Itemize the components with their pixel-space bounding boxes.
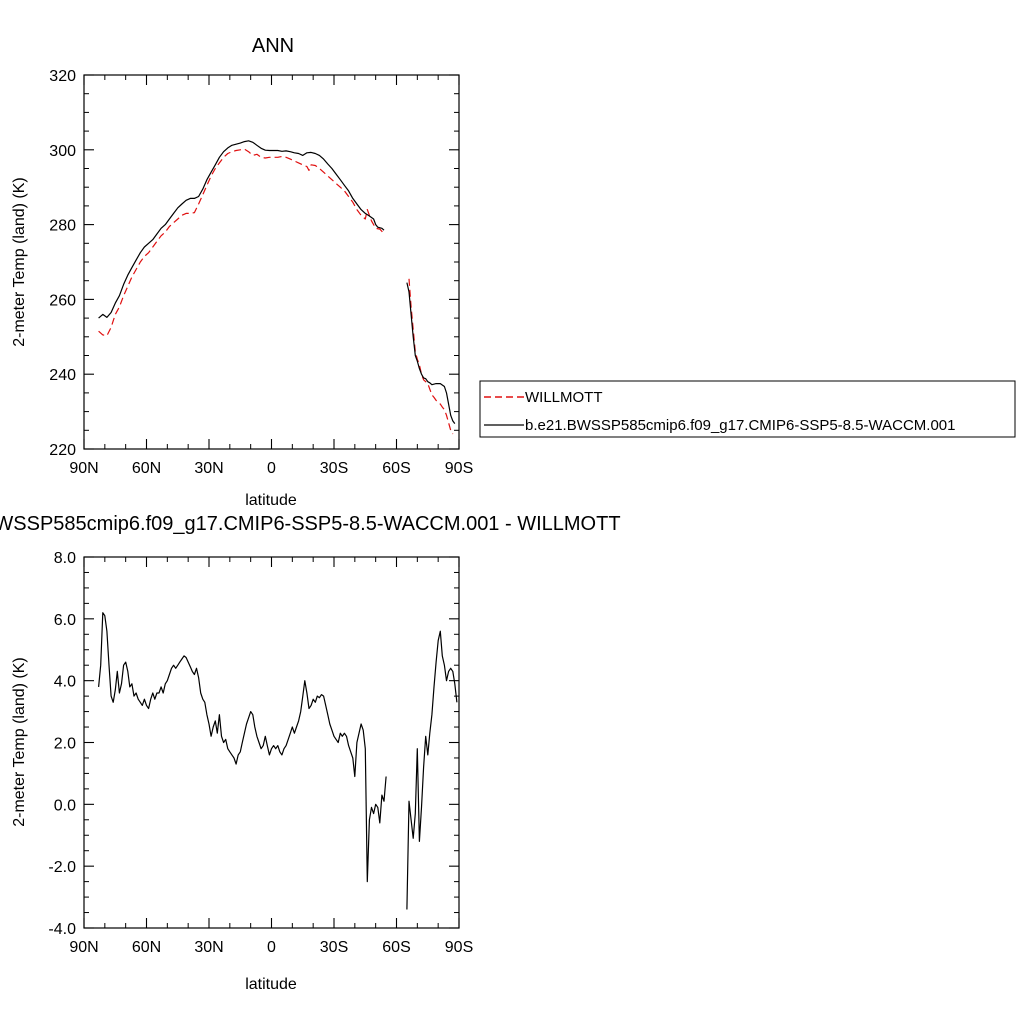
legend: WILLMOTT b.e21.BWSSP585cmip6.f09_g17.CMI…	[479, 380, 1016, 438]
top-y-tick-label: 240	[49, 367, 76, 384]
top-axes: 90N 60N 30N 0 30S 60S 90S 220 240 260 280 300 320	[49, 68, 473, 477]
top-series	[98, 140, 456, 435]
top-chart: ANN 2-meter Temp (land) (K) latitude 90N…	[11, 35, 473, 509]
legend-box	[479, 380, 1016, 438]
top-y-tick-label: 260	[49, 292, 76, 309]
top-x-tick-label: 60N	[132, 460, 161, 477]
bottom-x-tick-label: 30S	[320, 939, 348, 956]
top-series-1-line	[98, 140, 385, 319]
bottom-x-tick-label: 60S	[382, 939, 410, 956]
bottom-plot-frame	[83, 556, 460, 929]
top-series-0-line	[98, 148, 385, 337]
bottom-y-tick-label: -2.0	[48, 859, 76, 876]
top-y-tick-label: 220	[49, 442, 76, 459]
bottom-y-tick-label: 2.0	[54, 736, 76, 753]
top-series-1-line	[406, 282, 456, 424]
top-chart-title: ANN	[252, 35, 294, 57]
top-y-tick-label: 320	[49, 68, 76, 85]
top-x-axis-label: latitude	[245, 492, 297, 509]
bottom-y-tick-label: 4.0	[54, 674, 76, 691]
bottom-y-tick-label: 0.0	[54, 797, 76, 814]
bottom-x-tick-label: 60N	[132, 939, 161, 956]
bottom-y-axis-label: 2-meter Temp (land) (K)	[11, 657, 28, 827]
top-x-tick-label: 30N	[194, 460, 223, 477]
bottom-axes: 90N 60N 30N 0 30S 60S 90S -4.0 -2.0 0.0 2.0 4.0 6.0 8…	[48, 550, 473, 956]
bottom-series-0-line	[406, 630, 458, 910]
top-y-tick-label: 280	[49, 218, 76, 235]
legend-label-willmott: WILLMOTT	[525, 389, 603, 406]
bottom-chart-title: b.e21.BWSSP585cmip6.f09_g17.CMIP6-SSP5-8…	[0, 513, 621, 535]
top-x-tick-label: 90S	[445, 460, 473, 477]
bottom-x-tick-label: 90S	[445, 939, 473, 956]
bottom-y-tick-label: 6.0	[54, 612, 76, 629]
bottom-x-tick-label: 30N	[194, 939, 223, 956]
bottom-y-tick-label: -4.0	[48, 921, 76, 938]
top-x-tick-label: 30S	[320, 460, 348, 477]
bottom-y-tick-label: 8.0	[54, 550, 76, 567]
bottom-x-tick-label: 90N	[69, 939, 98, 956]
bottom-x-tick-label: 0	[267, 939, 276, 956]
top-y-tick-label: 300	[49, 143, 76, 160]
bottom-x-axis-label: latitude	[245, 976, 297, 993]
top-y-axis-label: 2-meter Temp (land) (K)	[11, 177, 28, 347]
top-x-tick-label: 0	[267, 460, 276, 477]
bottom-series	[98, 612, 458, 910]
top-x-tick-label: 60S	[382, 460, 410, 477]
legend-label-model: b.e21.BWSSP585cmip6.f09_g17.CMIP6-SSP5-8…	[525, 417, 955, 434]
top-x-tick-label: 90N	[69, 460, 98, 477]
bottom-chart: b.e21.BWSSP585cmip6.f09_g17.CMIP6-SSP5-8…	[0, 513, 621, 993]
bottom-series-0-line	[98, 612, 387, 883]
top-series-0-line	[408, 278, 454, 435]
